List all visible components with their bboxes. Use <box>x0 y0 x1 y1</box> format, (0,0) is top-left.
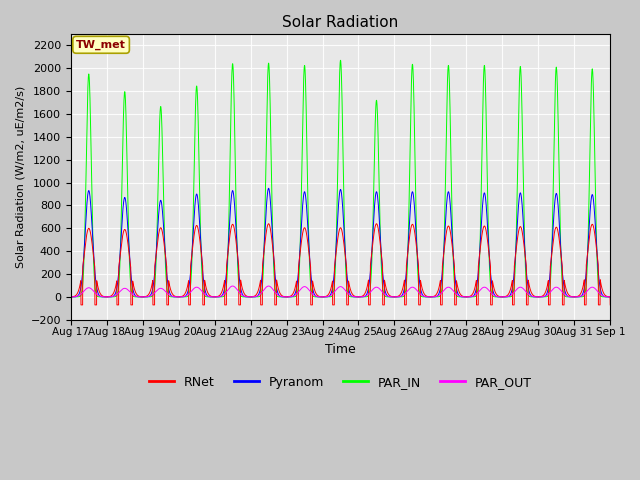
RNet <box>182 287 190 293</box>
Pyranom <box>556 218 563 224</box>
Line: PAR_OUT: PAR_OUT <box>71 286 611 298</box>
Pyranom <box>403 267 410 273</box>
Text: TW_met: TW_met <box>76 40 126 50</box>
RNet <box>218 289 225 295</box>
RNet <box>77 302 85 308</box>
PAR_OUT <box>67 294 75 300</box>
RNet <box>556 237 563 243</box>
PAR_IN <box>337 58 344 63</box>
RNet <box>394 294 401 300</box>
PAR_IN <box>607 294 614 300</box>
Pyranom <box>606 294 614 300</box>
Pyranom <box>67 294 75 300</box>
Line: PAR_IN: PAR_IN <box>71 60 611 297</box>
RNet <box>606 294 614 300</box>
PAR_IN <box>182 294 190 300</box>
Pyranom <box>265 185 273 191</box>
PAR_IN <box>393 294 401 300</box>
PAR_OUT <box>393 294 401 300</box>
Y-axis label: Solar Radiation (W/m2, uE/m2/s): Solar Radiation (W/m2, uE/m2/s) <box>15 86 25 268</box>
Pyranom <box>218 293 225 299</box>
PAR_IN <box>556 172 563 178</box>
PAR_OUT <box>403 289 410 295</box>
Title: Solar Radiation: Solar Radiation <box>282 15 399 30</box>
RNet <box>265 221 273 227</box>
PAR_OUT <box>607 295 614 300</box>
PAR_IN <box>606 294 614 300</box>
PAR_OUT <box>182 293 190 299</box>
Line: RNet: RNet <box>71 224 611 305</box>
RNet <box>607 302 614 308</box>
PAR_OUT <box>556 286 563 291</box>
RNet <box>403 260 410 266</box>
RNet <box>67 294 75 300</box>
Line: Pyranom: Pyranom <box>71 188 611 297</box>
PAR_OUT <box>606 294 614 300</box>
PAR_IN <box>218 294 225 300</box>
X-axis label: Time: Time <box>325 343 356 356</box>
PAR_IN <box>403 279 410 285</box>
Legend: RNet, Pyranom, PAR_IN, PAR_OUT: RNet, Pyranom, PAR_IN, PAR_OUT <box>144 371 537 394</box>
Pyranom <box>393 294 401 300</box>
Pyranom <box>182 292 190 298</box>
Pyranom <box>607 294 614 300</box>
PAR_OUT <box>218 293 225 299</box>
PAR_IN <box>67 294 75 300</box>
PAR_OUT <box>229 283 237 289</box>
